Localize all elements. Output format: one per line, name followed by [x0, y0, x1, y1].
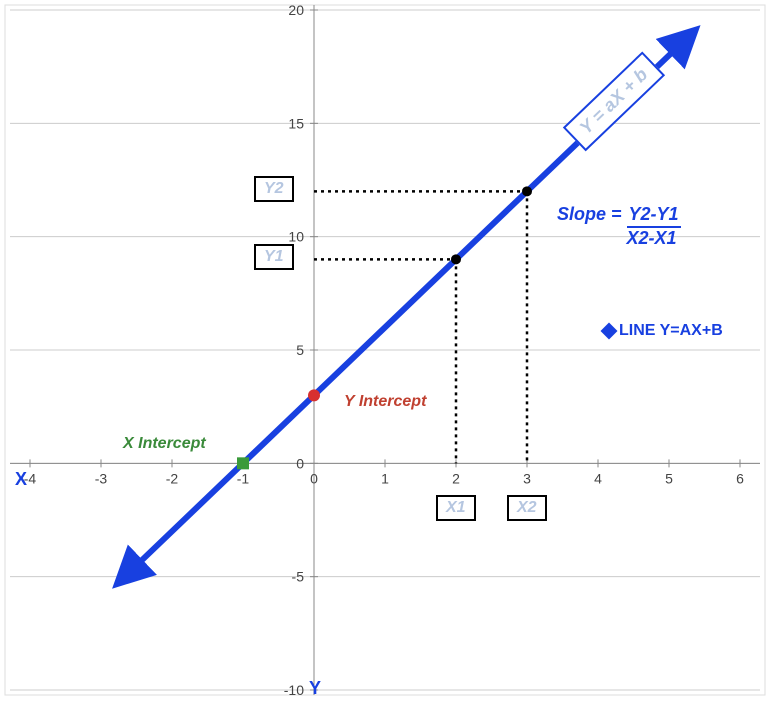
svg-text:5: 5 — [296, 342, 304, 358]
svg-text:2: 2 — [452, 470, 460, 486]
svg-text:4: 4 — [594, 470, 602, 486]
slope-prefix: Slope = — [557, 204, 627, 224]
svg-text:0: 0 — [296, 455, 304, 471]
line-chart: -4-3-2-10123456-10-505101520 Y2 Y1 X1 X2… — [0, 0, 768, 702]
chart-svg: -4-3-2-10123456-10-505101520 — [0, 0, 768, 702]
x-intercept-label: X Intercept — [123, 435, 206, 453]
x-axis-title: X — [15, 469, 27, 490]
svg-text:-1: -1 — [237, 470, 250, 486]
svg-text:6: 6 — [736, 470, 744, 486]
label-x2-box: X2 — [507, 495, 547, 521]
svg-text:10: 10 — [288, 229, 304, 245]
label-y2-box: Y2 — [254, 176, 294, 202]
svg-text:-3: -3 — [95, 470, 108, 486]
svg-text:-2: -2 — [166, 470, 179, 486]
svg-text:5: 5 — [665, 470, 673, 486]
svg-text:0: 0 — [310, 470, 318, 486]
legend: LINE Y=AX+B — [603, 322, 723, 340]
svg-text:20: 20 — [288, 2, 304, 18]
svg-text:-10: -10 — [284, 682, 304, 698]
svg-text:-5: -5 — [292, 569, 305, 585]
legend-text: LINE Y=AX+B — [619, 322, 723, 340]
slope-denominator: X2-X1 — [627, 228, 677, 248]
slope-formula: Slope = Y2-Y1 Slope = X2-X1 — [557, 204, 681, 249]
label-x1-box: X1 — [436, 495, 476, 521]
y-axis-title: Y — [309, 678, 321, 699]
slope-numerator: Y2-Y1 — [627, 204, 681, 228]
svg-text:15: 15 — [288, 115, 304, 131]
svg-text:3: 3 — [523, 470, 531, 486]
label-y1-box: Y1 — [254, 244, 294, 270]
y-intercept-label: Y Intercept — [344, 393, 426, 411]
svg-text:1: 1 — [381, 470, 389, 486]
legend-marker-icon — [601, 323, 618, 340]
